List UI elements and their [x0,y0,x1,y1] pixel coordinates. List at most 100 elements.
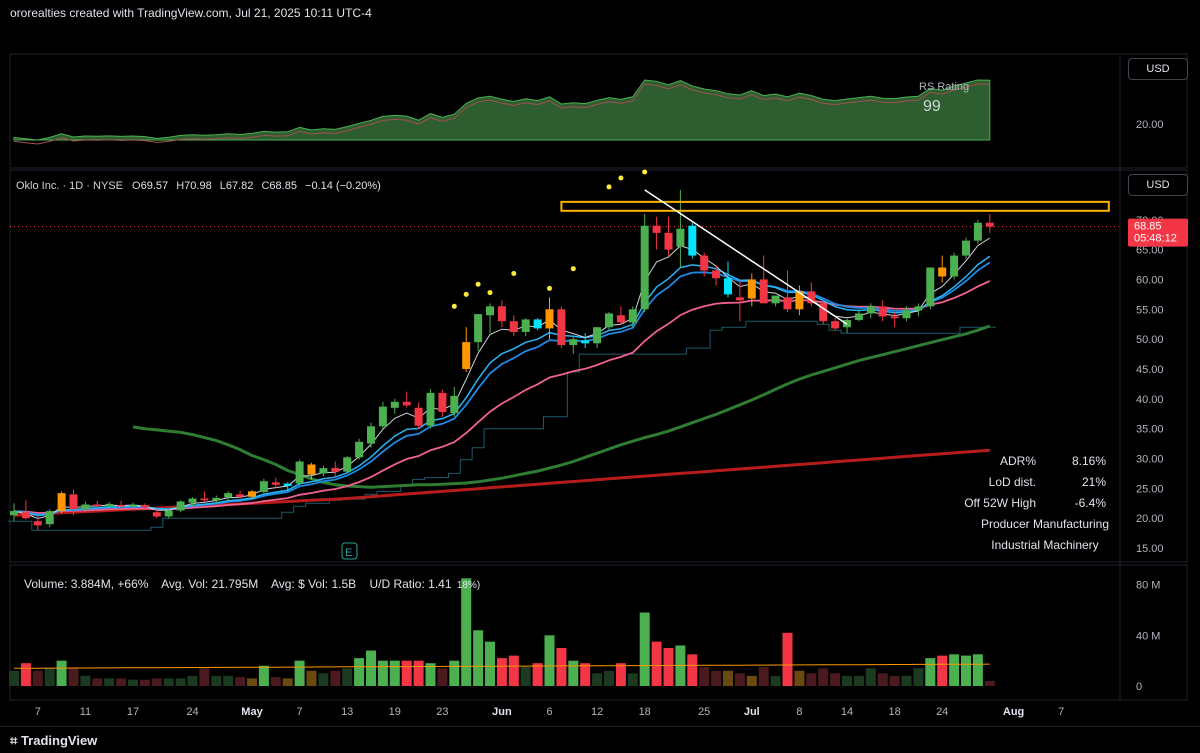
candle-body [533,319,542,329]
time-tick-label: 24 [186,706,198,718]
volume-bar [377,660,388,686]
moving-averages [8,237,996,531]
time-tick-label: Aug [1003,706,1024,718]
info-value: 8.16% [1072,454,1106,468]
tradingview-logo[interactable]: ⌗ TradingView [10,733,97,749]
currency-button-rs[interactable]: USD [1128,58,1188,80]
volume-bar [318,673,329,686]
candle-body [497,306,506,322]
candle-body [152,512,161,517]
time-tick-label: 14 [841,706,853,718]
ud-ratio: U/D Ratio: 1.41 [369,577,451,591]
annotations [451,169,1110,325]
signal-dot [606,184,612,190]
candle-body [271,482,280,485]
volume-bar [56,660,67,686]
volume-bar [794,670,805,686]
volume-bar [175,678,186,686]
candle-body [557,309,566,346]
candle-body [569,339,578,346]
price-tick-label: 55.00 [1136,304,1164,316]
candle-body [33,521,42,526]
avg-volume: Avg. Vol: 21.795M [161,577,258,591]
resistance-zone [560,200,1110,212]
price-tick-label: 60.00 [1136,274,1164,286]
time-tick-label: 7 [297,706,303,718]
candle-body [676,228,685,247]
candle-body [93,504,102,506]
volume-bar [223,675,234,686]
candle-body [962,240,970,256]
time-tick-label: 18 [639,706,651,718]
candle-body [878,306,887,317]
legend-close: 68.85 [269,180,297,192]
volume-bar [270,677,281,686]
time-axis: 7 11 17 24 May 7 13 19 23 Jun 6 12 18 25 Jul 8 14 18 24 Aug… [35,706,1065,718]
time-tick-label: 7 [35,706,41,718]
candle-body [593,327,602,344]
candle-body [224,493,233,498]
info-table: ADR% 8.16% LoD dist. 21% Off 52W High -6.4% Pr… [964,454,1109,552]
candle-body [462,342,471,369]
volume-bar [401,660,412,686]
volume-bar [592,673,603,686]
volume-bar [830,673,841,686]
time-tick-label: 25 [698,706,710,718]
time-tick-label: 13 [341,706,353,718]
signal-dot [475,281,481,287]
volume-bar [294,660,305,686]
volume-tick-label: 80 M [1136,580,1160,592]
legend-open-label: O [132,180,141,192]
candle-body [628,309,637,323]
volume-bar [734,673,745,686]
volume-bar [437,668,448,686]
info-value: 21% [1082,475,1106,489]
candle-body [331,468,340,472]
volume-bar [44,668,55,686]
candle-body [973,222,982,241]
candle-body [248,491,256,497]
volume-bar [80,675,91,686]
candle-body [188,498,197,503]
volume-bar [485,641,495,686]
candle-body [724,278,732,295]
candle-body [319,468,328,474]
volume-bar [746,675,757,686]
candle-body [652,225,661,233]
earnings-marker[interactable]: E [341,542,358,560]
rs-label: RS Rating [919,81,969,93]
volume-bar [282,678,293,686]
candle-body [21,512,30,519]
volume-bar [972,654,983,686]
volume-bar [782,632,793,686]
volume-bar [413,660,424,686]
signal-dot [618,175,624,181]
candle-body [640,225,649,310]
candle-body [402,401,411,406]
volume-bar [104,678,115,686]
candle-body [414,407,423,426]
info-label: ADR% [1000,454,1036,468]
candle-body [831,321,840,329]
volume-bar [139,679,150,686]
signal-dot [570,266,576,272]
volume-bar [651,641,662,686]
volume-bar [92,678,103,686]
volume-bar [544,635,555,686]
signal-dot [463,291,469,297]
footer-bar: ⌗ TradingView [0,726,1200,753]
volume-tick-label: 0 [1136,681,1142,693]
info-label: Producer Manufacturing [981,517,1109,531]
legend-open: 69.57 [141,180,169,192]
time-tick-label: 23 [436,706,448,718]
volume-bar [806,673,817,686]
candle-body [212,497,221,501]
candle-body [307,464,316,475]
volume-bar [532,663,543,686]
time-tick-label: 6 [546,706,552,718]
candle-body [985,222,994,227]
rs-baseline [13,83,990,145]
signal-dot [487,290,493,296]
volume-bar [211,675,222,686]
currency-button-price[interactable]: USD [1128,174,1188,196]
